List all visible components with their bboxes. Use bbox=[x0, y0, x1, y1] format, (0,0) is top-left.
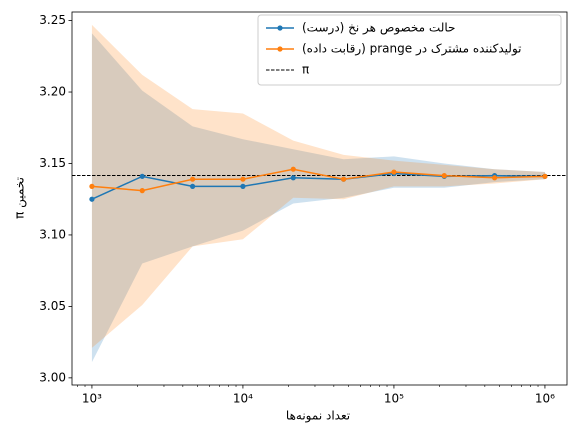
point bbox=[89, 183, 95, 189]
point bbox=[89, 196, 95, 202]
y-axis-label: تخمین π bbox=[13, 177, 28, 219]
point bbox=[189, 176, 196, 182]
x-tick-label: 10⁶ bbox=[535, 392, 555, 406]
legend-label: تولیدکننده مشترک در prange (رقابت داده) bbox=[302, 42, 522, 57]
y-tick-label: 3.00 bbox=[39, 370, 66, 384]
legend-box bbox=[257, 14, 562, 86]
y-tick-label: 3.20 bbox=[39, 85, 66, 99]
y-tick-label: 3.25 bbox=[39, 13, 66, 27]
point bbox=[240, 176, 246, 182]
axes-frame bbox=[71, 11, 568, 386]
legend-marker bbox=[277, 25, 283, 31]
confidence-band bbox=[91, 33, 545, 363]
plot-area bbox=[72, 24, 567, 363]
x-tick-label: 10³ bbox=[82, 392, 102, 406]
y-tick-label: 3.15 bbox=[39, 156, 66, 170]
point bbox=[189, 183, 196, 189]
point bbox=[542, 173, 548, 179]
point bbox=[139, 173, 145, 179]
y-tick-label: 3.10 bbox=[39, 227, 66, 241]
legend-marker bbox=[277, 46, 283, 52]
point bbox=[240, 183, 246, 189]
x-tick-label: 10⁴ bbox=[233, 392, 253, 406]
point bbox=[491, 175, 498, 181]
point bbox=[340, 176, 347, 182]
confidence-band bbox=[91, 24, 545, 348]
point bbox=[391, 169, 397, 175]
x-tick-label: 10⁵ bbox=[384, 392, 404, 406]
point bbox=[139, 188, 145, 194]
series-line bbox=[91, 168, 545, 192]
legend-label: حالت مخصوص هر نخ (درست) bbox=[302, 21, 455, 36]
x-axis-label: تعداد نمونه‌ها bbox=[286, 409, 350, 424]
point bbox=[290, 166, 296, 172]
point bbox=[441, 173, 447, 179]
point bbox=[290, 175, 296, 181]
legend-label: π bbox=[302, 63, 309, 77]
y-tick-label: 3.05 bbox=[39, 299, 66, 313]
